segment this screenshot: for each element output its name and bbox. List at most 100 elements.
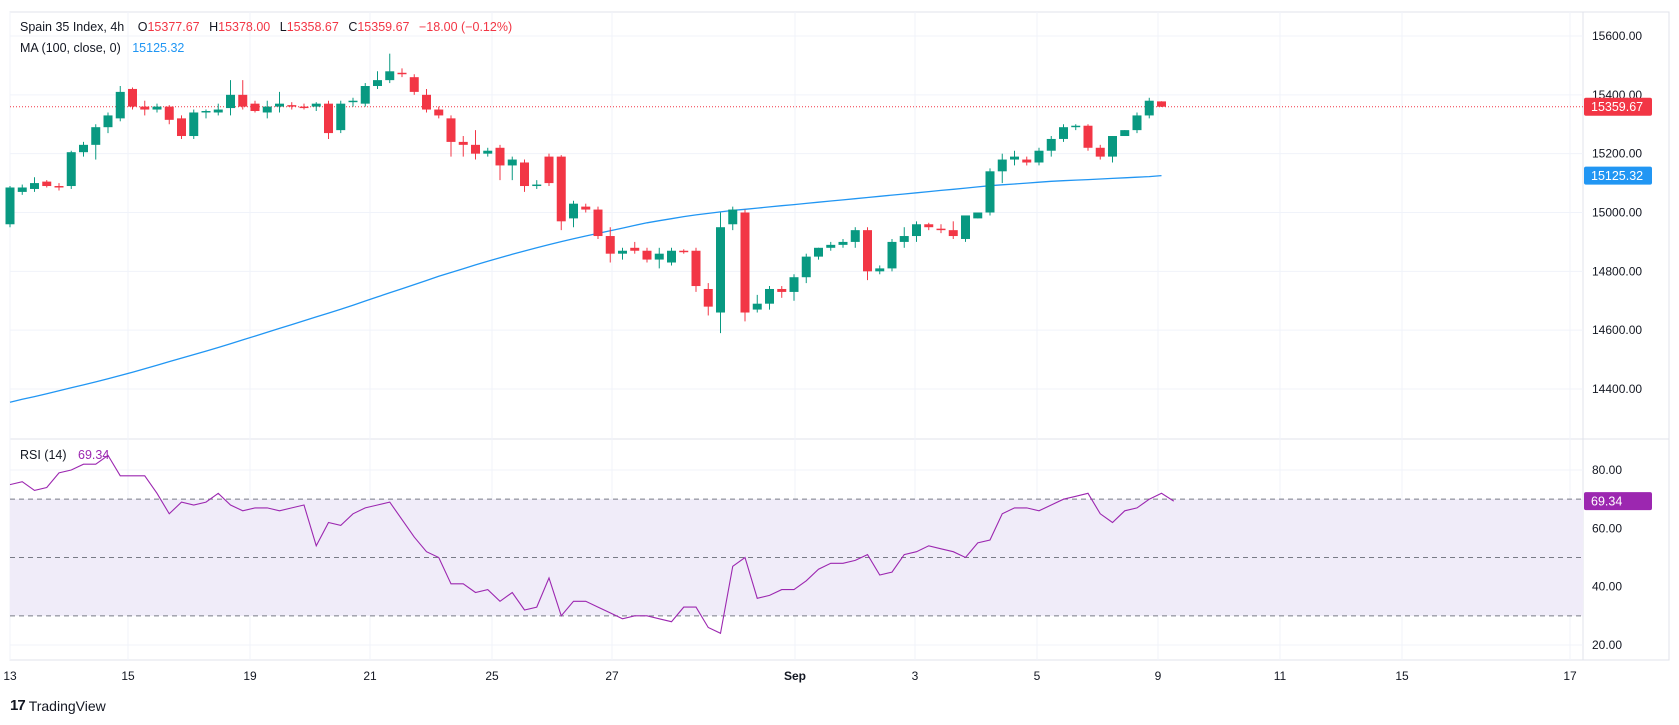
candle-body <box>189 112 199 137</box>
candle-body <box>115 91 125 119</box>
ma-badge-bg <box>1584 166 1652 185</box>
candle-body <box>483 150 493 154</box>
high-value: 15378.00 <box>218 20 271 34</box>
candle-body <box>201 111 211 113</box>
candle-body <box>1010 156 1019 160</box>
candle <box>752 294 762 313</box>
candle <box>507 156 517 181</box>
candle-body <box>801 256 811 278</box>
candle-body <box>152 106 162 110</box>
candle-body <box>777 288 787 292</box>
candle <box>54 183 64 191</box>
candle <box>287 102 297 110</box>
tradingview-logo-icon: 17 <box>10 697 26 714</box>
candle-body <box>789 277 799 292</box>
time-tick-label: 9 <box>1155 669 1162 683</box>
candle <box>471 130 480 160</box>
candle <box>1010 150 1019 166</box>
candle <box>556 155 566 231</box>
candle-body <box>434 109 444 116</box>
candle-body <box>716 227 725 313</box>
candle-body <box>532 184 542 187</box>
candle <box>605 227 615 263</box>
time-tick-label: 15 <box>121 669 135 683</box>
candle <box>115 86 125 122</box>
candle <box>887 238 897 272</box>
candle <box>495 144 505 181</box>
candle-body <box>1022 159 1032 163</box>
candle <box>924 222 934 231</box>
time-tick-label: 19 <box>243 669 257 683</box>
rsi-tick-label: 40.00 <box>1592 580 1622 594</box>
candle <box>961 215 970 242</box>
candle-body <box>605 236 615 254</box>
candle-body <box>17 187 27 192</box>
candle-body <box>409 77 419 92</box>
candle-body <box>948 230 958 237</box>
candle <box>128 87 137 110</box>
candle-body <box>471 144 480 154</box>
tradingview-brand[interactable]: 17 TradingView <box>10 697 106 714</box>
brand-name: TradingView <box>28 697 106 714</box>
price-tick-label: 14800.00 <box>1592 264 1642 278</box>
low-label: L <box>279 20 287 34</box>
candle-body <box>30 183 39 189</box>
candle-body <box>164 106 174 120</box>
rsi-tick-label: 60.00 <box>1592 521 1622 535</box>
candle-body <box>679 250 689 253</box>
axis-badges: 15359.67 15125.32 69.34 <box>1584 97 1652 511</box>
candle <box>838 238 848 248</box>
symbol-title[interactable]: Spain 35 Index, 4h <box>20 20 125 34</box>
candle <box>1132 112 1142 134</box>
candle-body <box>287 105 297 107</box>
low-value: 15358.67 <box>286 20 339 34</box>
price-axis[interactable]: 15600.0015400.0015200.0015000.0014800.00… <box>1592 29 1642 396</box>
ma-legend: MA (100, close, 0) 15125.32 <box>20 41 184 55</box>
candle-body <box>91 127 101 145</box>
candle <box>66 150 76 189</box>
candle-body <box>1144 100 1154 116</box>
time-tick-label: 5 <box>1034 669 1041 683</box>
candle-body <box>299 106 309 109</box>
candle-body <box>1108 136 1117 157</box>
candle <box>801 253 811 284</box>
candle-body <box>924 224 934 228</box>
candle <box>458 136 468 157</box>
candle-body <box>973 212 983 219</box>
time-tick-label: 3 <box>912 669 919 683</box>
candle-body <box>275 103 284 107</box>
ma-legend-label[interactable]: MA (100, close, 0) <box>20 41 121 55</box>
candle <box>618 247 627 260</box>
candle <box>164 105 174 125</box>
candle <box>103 112 113 134</box>
candle-body <box>765 288 774 304</box>
close-value: 15359.67 <box>357 20 410 34</box>
candle-body <box>177 118 186 137</box>
candle-body <box>54 186 64 188</box>
candle-body <box>997 159 1007 172</box>
candle-body <box>238 94 248 107</box>
candle <box>17 184 27 195</box>
rsi-legend-label[interactable]: RSI (14) <box>20 448 67 462</box>
candle-body <box>642 250 652 260</box>
candle-body <box>618 250 627 254</box>
candle <box>483 147 493 157</box>
candle <box>765 286 774 310</box>
candle-body <box>875 268 885 272</box>
time-axis[interactable]: 13 15 19 21 25 27 Sep 3 5 9 11 15 17 <box>3 669 1577 683</box>
price-tick-label: 15200.00 <box>1592 147 1642 161</box>
time-tick-label: 21 <box>363 669 377 683</box>
candle-body <box>912 224 921 237</box>
candle <box>642 247 652 263</box>
candle <box>91 124 101 160</box>
time-tick-label: Sep <box>784 669 806 683</box>
candle <box>250 100 260 113</box>
close-label: C <box>348 20 358 34</box>
candle-body <box>458 141 468 145</box>
candle-body <box>507 159 517 166</box>
candle <box>826 241 836 251</box>
candle-body <box>42 181 52 187</box>
rsi-axis[interactable]: 80.00 60.00 40.00 20.00 <box>1592 463 1622 652</box>
candle <box>936 224 946 234</box>
